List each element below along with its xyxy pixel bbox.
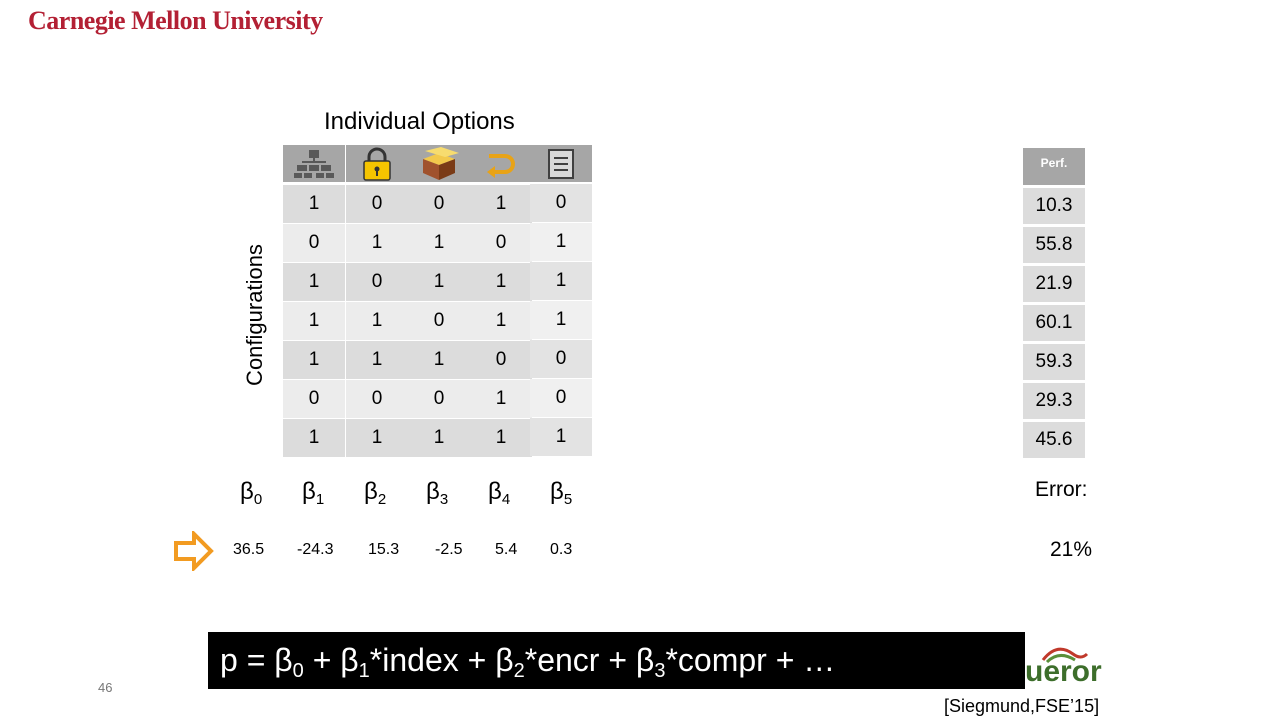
table-cell: 1	[470, 380, 532, 418]
table-cell: 1	[346, 302, 408, 340]
beta-label: β2	[364, 478, 387, 508]
slide-number: 46	[98, 680, 113, 695]
hierarchy-icon	[283, 145, 345, 182]
coefficient-value: 5.4	[495, 541, 518, 558]
beta-label: β4	[488, 478, 511, 508]
padlock-icon	[346, 145, 408, 182]
perf-value: 45.6	[1023, 422, 1085, 458]
table-cell: 1	[346, 341, 408, 379]
perf-value: 10.3	[1023, 188, 1085, 224]
box-icon	[408, 145, 470, 182]
table-cell: 0	[346, 263, 408, 301]
table-cell: 0	[530, 379, 592, 417]
table-cell: 0	[470, 341, 532, 379]
perf-header: Perf.	[1023, 148, 1085, 185]
table-cell: 1	[470, 263, 532, 301]
configurations-label: Configurations	[242, 244, 267, 386]
table-cell: 1	[530, 418, 592, 456]
table-cell: 0	[530, 340, 592, 378]
table-cell: 1	[408, 341, 470, 379]
brand-logo-icon	[1041, 647, 1089, 664]
document-icon	[530, 145, 592, 182]
regression-formula: p = β0 + β1*index + β2*encr + β3*compr +…	[208, 632, 1025, 689]
table-cell: 1	[283, 419, 345, 457]
table-cell: 1	[346, 419, 408, 457]
table-cell: 1	[530, 301, 592, 339]
beta-label: β0	[240, 478, 263, 508]
table-cell: 1	[408, 224, 470, 262]
table-cell: 1	[283, 263, 345, 301]
table-cell: 0	[408, 380, 470, 418]
brand-logo-text: ueror	[1025, 655, 1102, 688]
coefficient-value: 36.5	[233, 541, 265, 558]
undo-arrow-icon	[470, 145, 532, 182]
table-cell: 0	[283, 380, 345, 418]
table-cell: 1	[283, 302, 345, 340]
citation: [Siegmund,FSE’15]	[944, 696, 1100, 716]
error-value: 21%	[1050, 538, 1093, 561]
table-cell: 0	[346, 185, 408, 223]
table-cell: 1	[283, 341, 345, 379]
coefficient-value: -2.5	[435, 541, 463, 558]
table-cell: 0	[283, 224, 345, 262]
table-cell: 1	[470, 302, 532, 340]
table-cell: 1	[470, 419, 532, 457]
error-label: Error:	[1035, 478, 1088, 501]
table-cell: 0	[530, 184, 592, 222]
beta-label: β5	[550, 478, 573, 508]
perf-value: 21.9	[1023, 266, 1085, 302]
individual-options-title: Individual Options	[324, 108, 515, 135]
table-cell: 0	[470, 224, 532, 262]
coefficient-value: 15.3	[368, 541, 400, 558]
arrow-right-icon	[174, 531, 214, 571]
table-cell: 1	[346, 224, 408, 262]
table-cell: 1	[408, 419, 470, 457]
perf-value: 29.3	[1023, 383, 1085, 419]
coefficient-value: 0.3	[550, 541, 573, 558]
perf-value: 60.1	[1023, 305, 1085, 341]
table-cell: 0	[346, 380, 408, 418]
table-cell: 1	[530, 223, 592, 261]
table-cell: 1	[283, 185, 345, 223]
coefficient-value: -24.3	[297, 541, 334, 558]
beta-label: β1	[302, 478, 325, 508]
table-cell: 1	[470, 185, 532, 223]
beta-label: β3	[426, 478, 449, 508]
university-logo: Carnegie Mellon University	[28, 6, 323, 35]
table-cell: 0	[408, 185, 470, 223]
table-cell: 1	[530, 262, 592, 300]
table-cell: 0	[408, 302, 470, 340]
perf-value: 59.3	[1023, 344, 1085, 380]
perf-value: 55.8	[1023, 227, 1085, 263]
table-cell: 1	[408, 263, 470, 301]
